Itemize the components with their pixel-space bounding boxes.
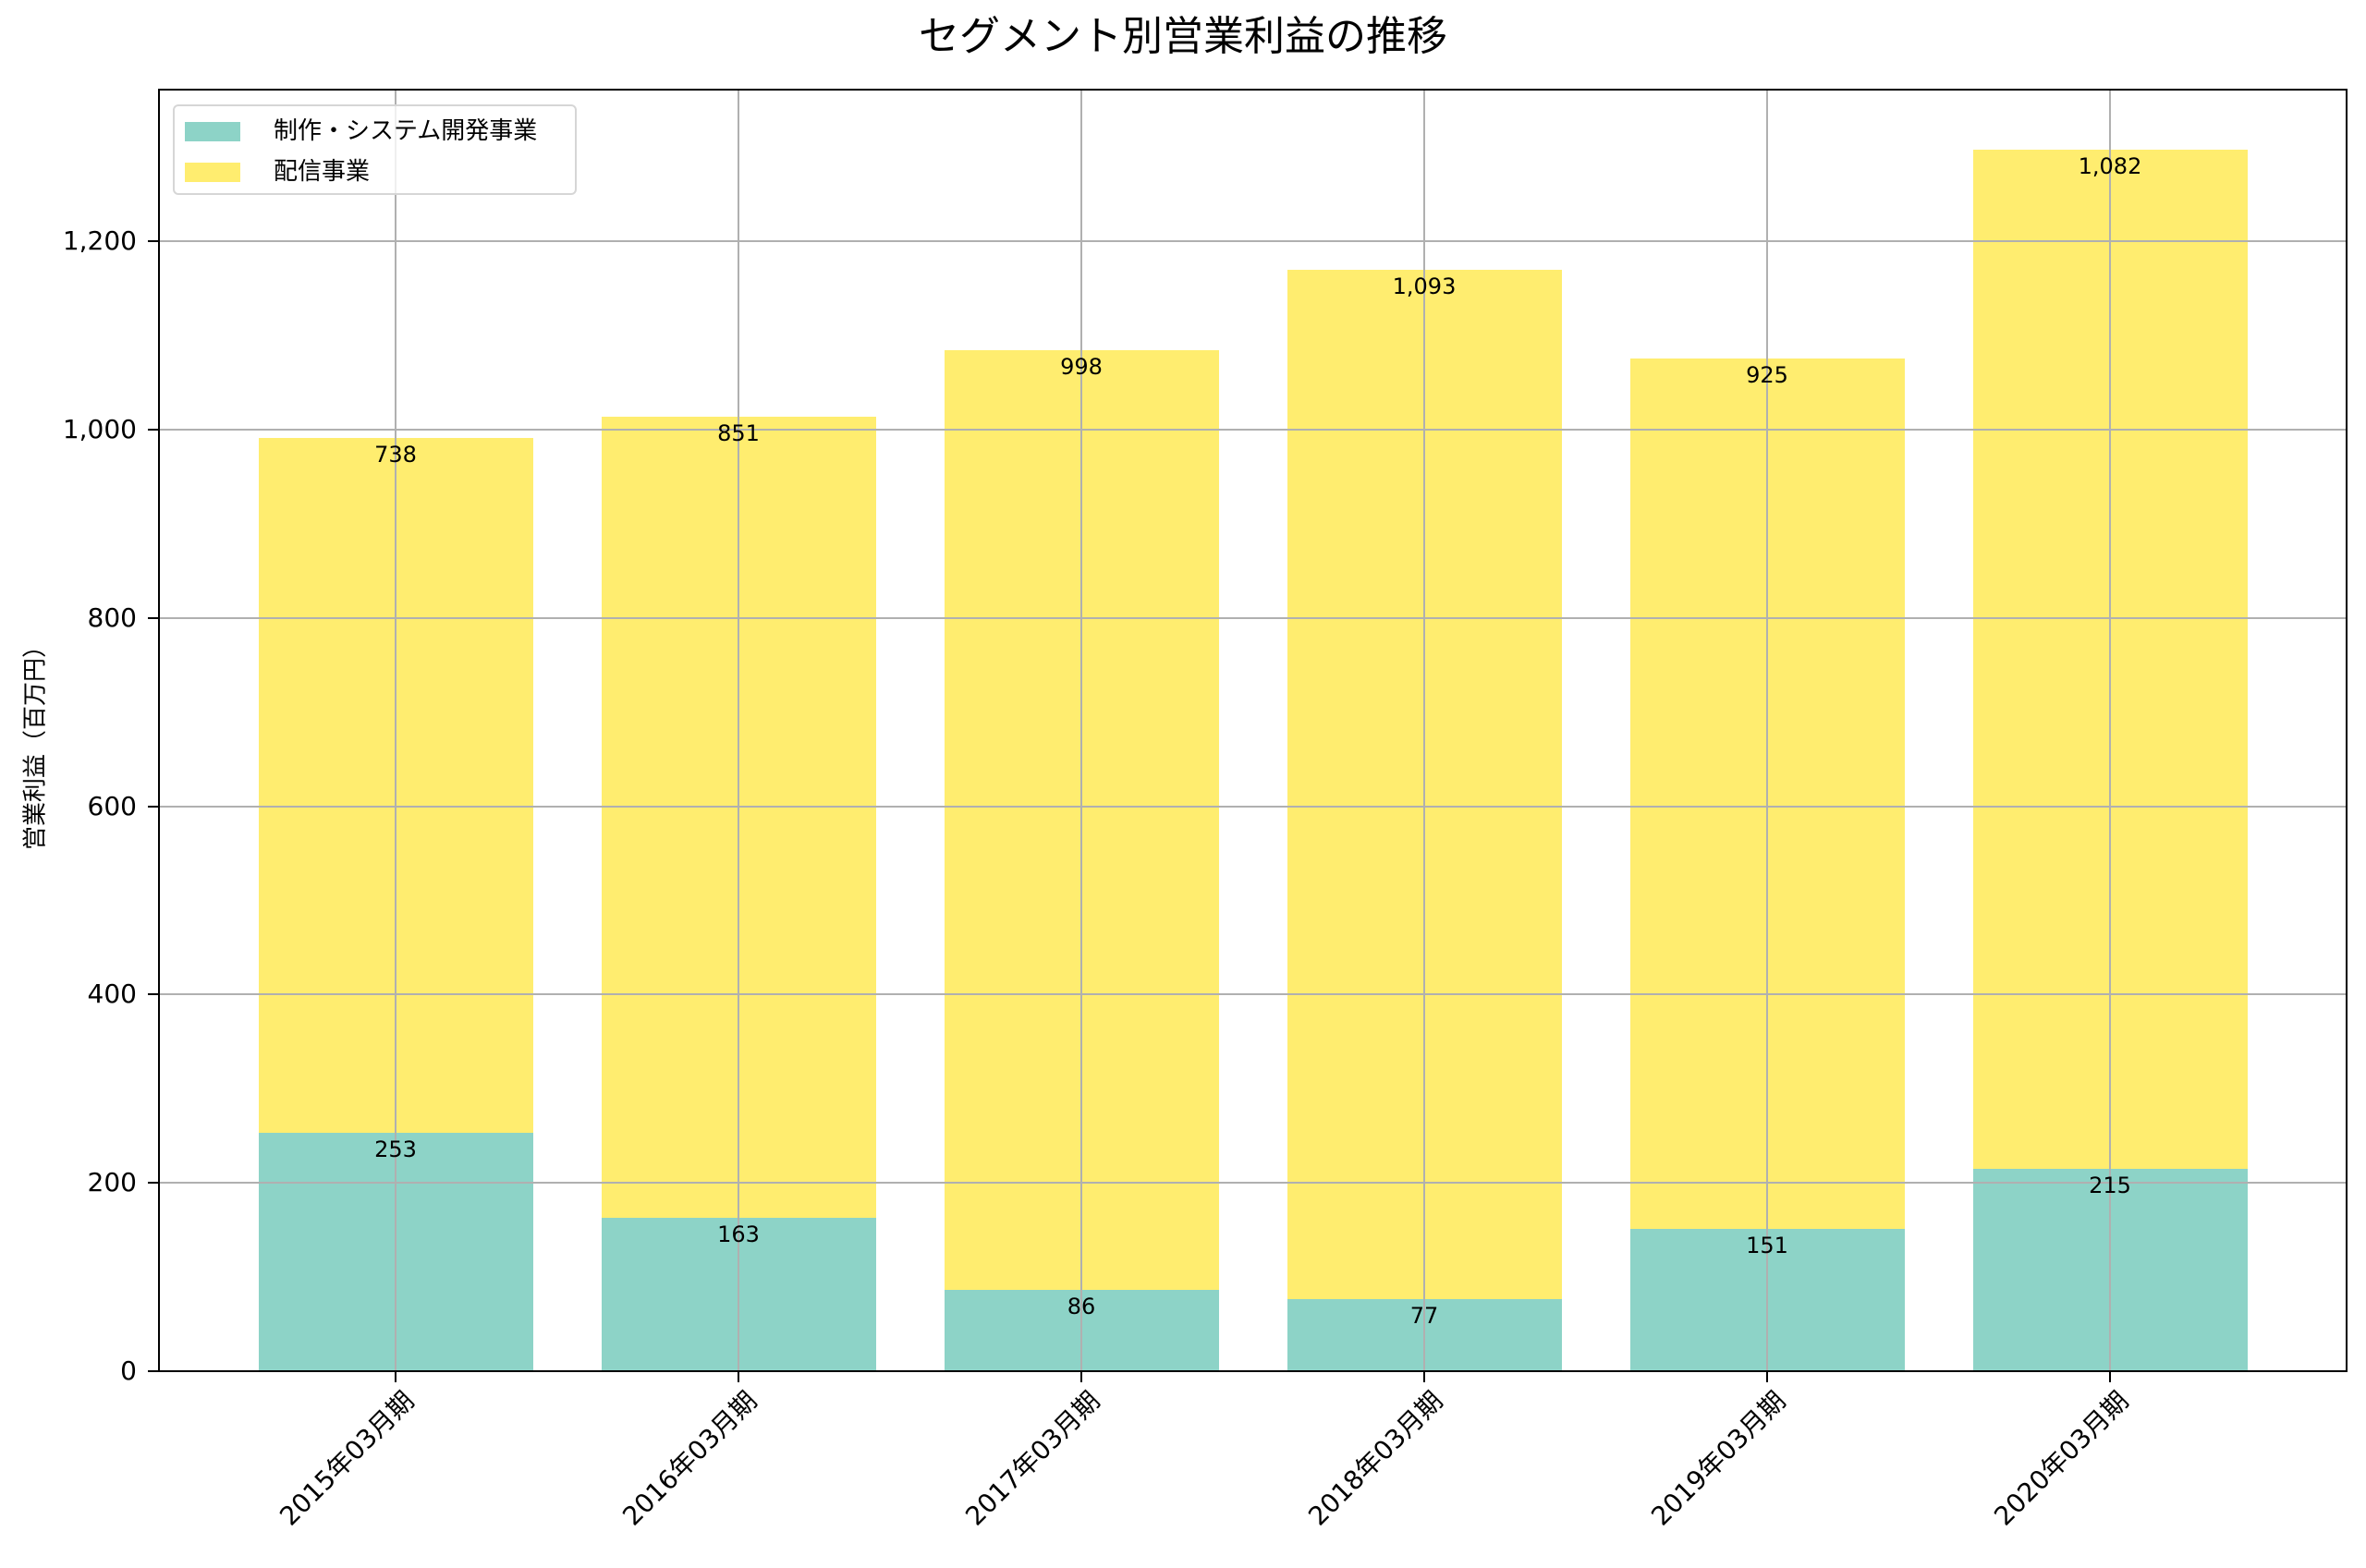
gridline-vertical <box>738 90 739 1371</box>
y-tick-label: 200 <box>87 1167 137 1198</box>
gridline-vertical <box>1080 90 1082 1371</box>
x-tick <box>1423 1371 1425 1382</box>
x-tick-label: 2017年03月期 <box>959 1385 1106 1532</box>
x-tick-label: 2018年03月期 <box>1302 1385 1449 1532</box>
bar-value-label: 163 <box>717 1221 760 1247</box>
gridline-horizontal <box>159 1182 2347 1185</box>
y-tick <box>148 616 159 619</box>
bar-value-label: 77 <box>1409 1302 1439 1329</box>
y-tick-label: 1,000 <box>62 414 137 444</box>
bar-value-label: 851 <box>717 419 760 446</box>
y-tick <box>148 1370 159 1372</box>
bar-value-label: 151 <box>1746 1233 1788 1259</box>
bar-value-label: 1,093 <box>1392 273 1457 299</box>
bar-value-label: 998 <box>1060 354 1103 381</box>
bar-value-label: 215 <box>2089 1172 2131 1198</box>
bar-value-label: 253 <box>374 1136 417 1163</box>
bar-value-label: 738 <box>374 442 417 468</box>
gridline-vertical <box>395 90 396 1371</box>
y-tick <box>148 429 159 431</box>
x-tick-label: 2016年03月期 <box>616 1385 763 1532</box>
y-tick-label: 400 <box>87 978 137 1010</box>
y-tick <box>148 805 159 808</box>
legend-swatch-distribution <box>185 163 240 182</box>
y-tick <box>148 240 159 243</box>
legend-swatch-production <box>185 122 240 141</box>
x-tick <box>738 1371 739 1382</box>
bar-value-label: 1,082 <box>2078 153 2142 180</box>
chart-title: セグメント別営業利益の推移 <box>919 13 1447 60</box>
y-tick-label: 1,200 <box>62 225 137 257</box>
x-tick-label: 2020年03月期 <box>1988 1385 2135 1532</box>
y-axis-label: 営業利益（百万円） <box>21 633 50 851</box>
bar-value-label: 925 <box>1746 361 1788 388</box>
x-tick-label: 2015年03月期 <box>274 1385 421 1532</box>
x-tick <box>1766 1371 1768 1382</box>
y-tick-label: 600 <box>87 790 137 821</box>
y-tick-label: 0 <box>120 1355 137 1386</box>
gridline-horizontal <box>159 993 2347 996</box>
legend: 制作・システム開発事業 配信事業 <box>173 104 577 195</box>
y-tick-label: 800 <box>87 602 137 633</box>
y-tick <box>148 1182 159 1185</box>
gridline-horizontal <box>159 429 2347 431</box>
gridline-vertical <box>2109 90 2111 1371</box>
gridline-vertical <box>1423 90 1425 1371</box>
gridline-vertical <box>1766 90 1768 1371</box>
gridline-horizontal <box>159 616 2347 619</box>
gridline-horizontal <box>159 240 2347 243</box>
x-tick <box>1080 1371 1082 1382</box>
gridline-horizontal <box>159 805 2347 808</box>
legend-label-production: 制作・システム開発事業 <box>274 117 538 145</box>
x-tick <box>395 1371 396 1382</box>
x-tick <box>2109 1371 2111 1382</box>
x-tick-label: 2019年03月期 <box>1645 1385 1792 1532</box>
bar-value-label: 86 <box>1067 1294 1096 1320</box>
y-tick <box>148 993 159 996</box>
legend-label-distribution: 配信事業 <box>274 158 371 186</box>
